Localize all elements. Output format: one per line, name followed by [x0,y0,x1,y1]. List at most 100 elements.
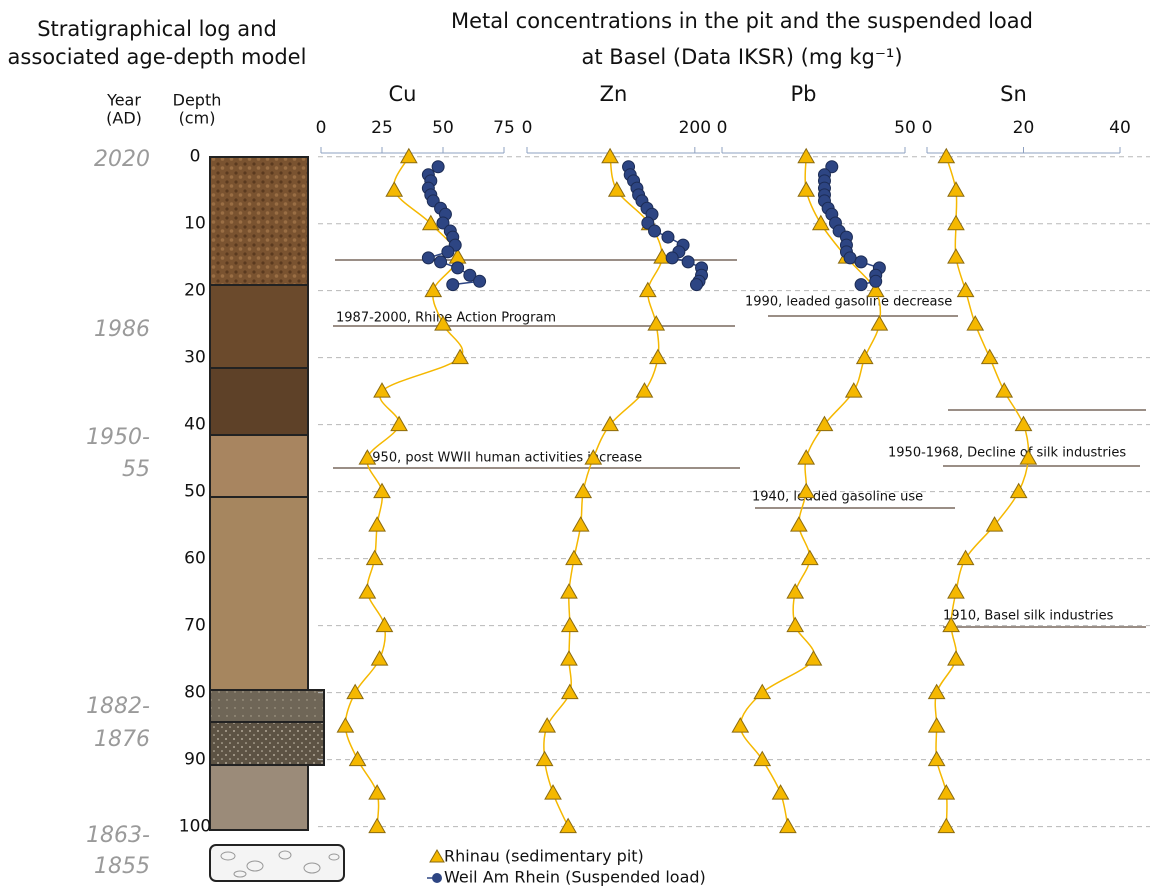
x-tick-label: 75 [493,118,515,138]
triangle-marker [937,784,956,800]
triangle-marker [571,516,590,532]
circle-marker [473,274,487,288]
triangle-marker [368,784,386,800]
age-label: 1882- [86,694,150,719]
triangle-marker [786,583,805,599]
triangle-marker [373,382,391,398]
circle-marker [436,216,450,230]
log-title: Stratigraphical log and [37,17,277,41]
triangle-marker [947,181,965,197]
triangle-marker [560,583,578,599]
triangle-marker [937,147,956,164]
event-label: 1950, post WWII human activities increas… [364,451,642,466]
event-label: 1987-2000, Rhine Action Program [336,311,556,326]
y-tick-label: 30 [184,348,206,368]
circle-marker [463,268,477,282]
age-label: 1855 [94,854,150,879]
age-label: 55 [122,457,150,482]
triangle-marker [390,415,408,432]
series-group [535,147,671,834]
panel-title: Sn [1000,82,1027,106]
triangle-marker [956,549,975,566]
triangle-marker [535,750,554,767]
circle-marker [446,278,460,292]
triangle-marker [927,750,946,767]
triangle-marker [815,415,834,432]
triangle-marker [358,449,377,465]
year-label: Year [106,91,141,110]
age-label: 1986 [94,317,150,342]
triangle-marker [434,315,452,331]
triangle-marker [800,549,819,566]
triangle-marker [538,717,557,733]
age-label: 2020 [94,147,150,172]
event-label: 1950-1968, Decline of silk industries [888,446,1126,461]
triangle-marker [638,281,657,298]
triangle-marker [804,650,823,666]
triangle-marker [855,348,874,365]
triangle-marker [937,817,956,834]
triangle-marker [368,516,386,532]
depth-label: Depth [173,91,222,110]
triangle-marker [607,181,626,197]
triangle-marker [797,449,816,465]
y-tick-label: 40 [184,415,206,435]
circle-marker [854,255,868,269]
triangle-marker [451,348,469,365]
triangle-marker [346,683,365,700]
triangle-marker [797,181,816,197]
triangle-marker [927,717,946,733]
x-tick-label: 0 [522,118,533,138]
triangle-marker [1009,482,1028,499]
triangle-marker [649,348,667,365]
chart-title: Metal concentrations in the pit and the … [451,9,1033,33]
triangle-marker [601,147,619,164]
series-group [622,160,709,292]
age-label: 1950- [86,425,150,450]
age-label: 1876 [94,727,150,752]
strat-log [209,156,345,882]
panel-title: Pb [791,82,817,106]
triangle-marker [870,315,889,331]
triangle-marker [574,482,593,499]
event-label: 1910, Basel silk industries [943,609,1114,624]
triangle-marker [365,549,384,566]
circle-marker [441,245,455,259]
triangle-marker [370,650,389,666]
y-tick-label: 100 [179,817,211,837]
circle-marker [854,278,868,292]
triangle-marker [753,683,772,700]
triangle-marker [424,281,443,298]
triangle-marker [584,449,603,465]
y-tick-label: 10 [184,214,206,234]
panel-title: Cu [389,82,417,106]
circle-marker [843,251,857,265]
triangle-marker [560,650,578,666]
y-tick-label: 60 [184,549,206,569]
x-tick-label: 20 [1013,118,1035,138]
triangle-marker [811,214,830,231]
circle-marker [648,224,662,238]
triangle-marker [1014,415,1033,432]
triangle-marker [635,382,654,398]
triangle-marker [559,817,577,834]
log-title: associated age-depth model [8,45,307,69]
circle-marker [661,230,675,244]
triangle-marker [771,784,790,800]
x-tick-label: 0 [316,118,327,138]
triangle-marker [779,817,797,834]
y-tick-label: 50 [184,482,206,502]
triangle-marker [942,616,960,633]
circle-marker [690,278,704,292]
triangle-marker [947,650,965,666]
triangle-marker [980,348,999,365]
triangle-marker [560,616,579,633]
circle-marker [665,251,679,265]
y-tick-label: 0 [190,147,201,167]
triangle-marker [399,147,418,164]
triangle-marker [947,214,965,231]
triangle-marker [560,683,579,700]
y-tick-label: 90 [184,750,206,770]
legend-marker [429,849,445,863]
